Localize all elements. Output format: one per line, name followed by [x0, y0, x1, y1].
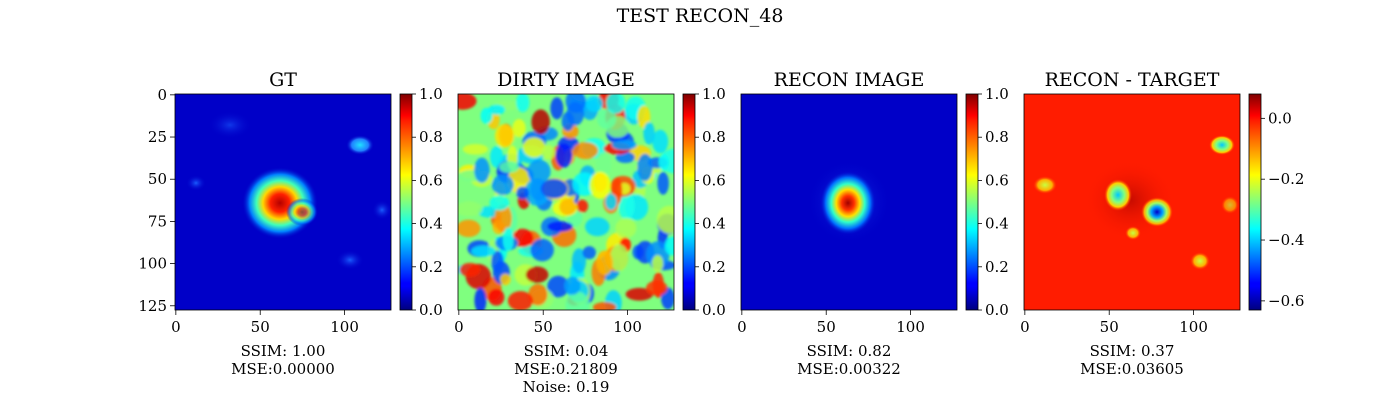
panel-title: DIRTY IMAGE	[497, 69, 635, 91]
panel-gt: GT	[174, 69, 392, 311]
x-tick-label: 0	[1020, 318, 1030, 336]
heatmap-image-recon	[741, 94, 957, 310]
colorbar-diff	[1248, 93, 1262, 311]
metric-caption: SSIM: 0.37	[1090, 342, 1175, 360]
colorbar-tick-label: 0.8	[702, 128, 726, 146]
colorbar-tick-label: 1.0	[702, 85, 726, 103]
y-tick-label: 100	[138, 255, 167, 273]
colorbar-tick-label: 0.0	[702, 301, 726, 319]
y-tick-label: 125	[138, 297, 167, 315]
x-tick-label: 50	[1100, 318, 1119, 336]
y-tick-label: 50	[148, 170, 167, 188]
x-tick-label: 100	[613, 318, 642, 336]
colorbar-gt	[399, 93, 413, 311]
metric-caption: Noise: 0.19	[523, 378, 610, 396]
colorbar-tick-label: 0.8	[419, 128, 443, 146]
colorbar-tick-label: 0.2	[419, 258, 443, 276]
colorbar-tick-label: −0.4	[1268, 231, 1304, 249]
metric-caption: SSIM: 0.04	[524, 342, 609, 360]
colorbar-tick-label: −0.2	[1268, 170, 1304, 188]
metric-caption: MSE:0.03605	[1080, 360, 1184, 378]
x-tick-label: 100	[896, 318, 925, 336]
x-tick-label: 100	[1179, 318, 1208, 336]
y-tick-label: 25	[148, 128, 167, 146]
colorbar-tick-label: 0.6	[419, 171, 443, 189]
heatmap-image-dirty	[458, 94, 674, 310]
colorbar-dirty	[682, 93, 696, 311]
panel-dirty-image: DIRTY IMAGE	[457, 69, 675, 311]
colorbar-tick-label: 0.4	[702, 215, 726, 233]
panel-title: RECON - TARGET	[1045, 69, 1220, 91]
colorbar-tick-label: 0.6	[702, 171, 726, 189]
panel-title: GT	[269, 69, 297, 91]
x-tick-label: 0	[454, 318, 464, 336]
colorbar-tick-label: 0.0	[419, 301, 443, 319]
colorbar-recon	[965, 93, 979, 311]
colorbar-tick-label: 0.0	[1268, 109, 1292, 127]
metric-caption: MSE:0.00322	[797, 360, 901, 378]
x-tick-label: 0	[737, 318, 747, 336]
colorbar-tick-label: 0.2	[702, 258, 726, 276]
dirty-noise-texture	[458, 94, 674, 310]
metric-caption: SSIM: 0.82	[807, 342, 892, 360]
colorbar-tick-label: 0.0	[985, 301, 1009, 319]
colorbar-tick-label: 1.0	[985, 85, 1009, 103]
heatmap-image-gt	[175, 94, 391, 310]
colorbar-tick-label: 0.6	[985, 171, 1009, 189]
colorbar-tick-label: 0.4	[985, 215, 1009, 233]
y-tick-label: 75	[148, 212, 167, 230]
panel-recon-minus-target: RECON - TARGET	[1023, 69, 1241, 311]
x-tick-label: 50	[251, 318, 270, 336]
panel-recon-image: RECON IMAGE	[740, 69, 958, 311]
x-tick-label: 100	[330, 318, 359, 336]
panel-title: RECON IMAGE	[774, 69, 925, 91]
y-tick-label: 0	[157, 86, 167, 104]
metric-caption: SSIM: 1.00	[241, 342, 326, 360]
colorbar-tick-label: 1.0	[419, 85, 443, 103]
colorbar-tick-label: 0.2	[985, 258, 1009, 276]
x-tick-label: 0	[171, 318, 181, 336]
figure-title: TEST RECON_48	[617, 5, 784, 27]
x-tick-label: 50	[817, 318, 836, 336]
colorbar-tick-label: 0.8	[985, 128, 1009, 146]
x-tick-label: 50	[534, 318, 553, 336]
heatmap-image-diff	[1024, 94, 1240, 310]
metric-caption: MSE:0.21809	[514, 360, 618, 378]
colorbar-tick-label: −0.6	[1268, 292, 1304, 310]
metric-caption: MSE:0.00000	[231, 360, 335, 378]
colorbar-tick-label: 0.4	[419, 215, 443, 233]
